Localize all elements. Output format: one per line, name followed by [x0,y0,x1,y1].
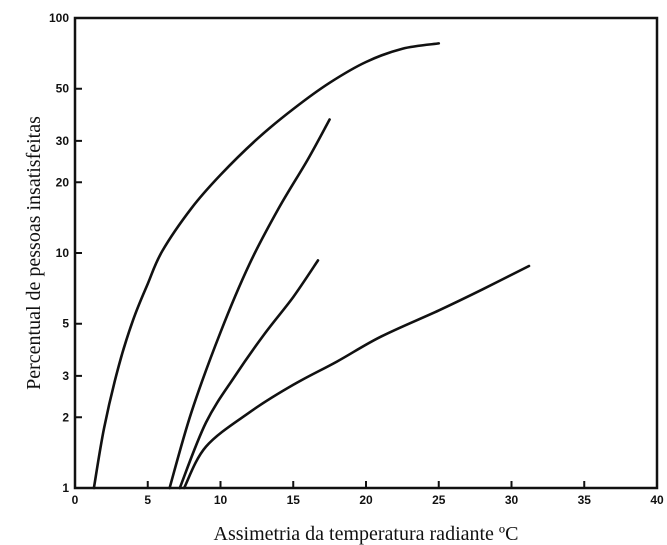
x-tick-label: 0 [72,493,79,507]
x-tick-label: 15 [287,493,301,507]
y-tick-label: 1 [62,481,69,495]
y-tick-label: 30 [56,134,70,148]
y-tick-label: 50 [56,82,70,96]
series-line-1 [92,42,441,490]
series-line-4 [182,264,531,490]
y-tick-label: 5 [62,317,69,331]
x-tick-label: 5 [144,493,151,507]
y-axis-title: Percentual de pessoas insatisfeitas [23,116,45,390]
y-tick-label: 100 [49,11,69,25]
x-tick-label: 10 [214,493,228,507]
x-axis-ticks: 0 5 10 15 20 25 30 35 40 [72,481,664,507]
x-tick-label: 25 [432,493,446,507]
x-tick-label: 20 [359,493,373,507]
y-tick-label: 10 [56,246,70,260]
series-line-3 [178,259,320,490]
curves [92,42,531,490]
x-tick-label: 35 [578,493,592,507]
x-tick-label: 40 [650,493,664,507]
y-tick-label: 2 [62,410,69,424]
y-tick-label: 20 [56,175,70,189]
x-axis-title: Assimetria da temperatura radiante ºC [214,523,519,545]
plot-frame [73,16,659,490]
y-tick-label: 3 [62,369,69,383]
series-line-2 [168,118,331,490]
y-axis-ticks: 1 2 3 5 10 20 30 50 100 [49,11,82,495]
x-tick-label: 30 [505,493,519,507]
